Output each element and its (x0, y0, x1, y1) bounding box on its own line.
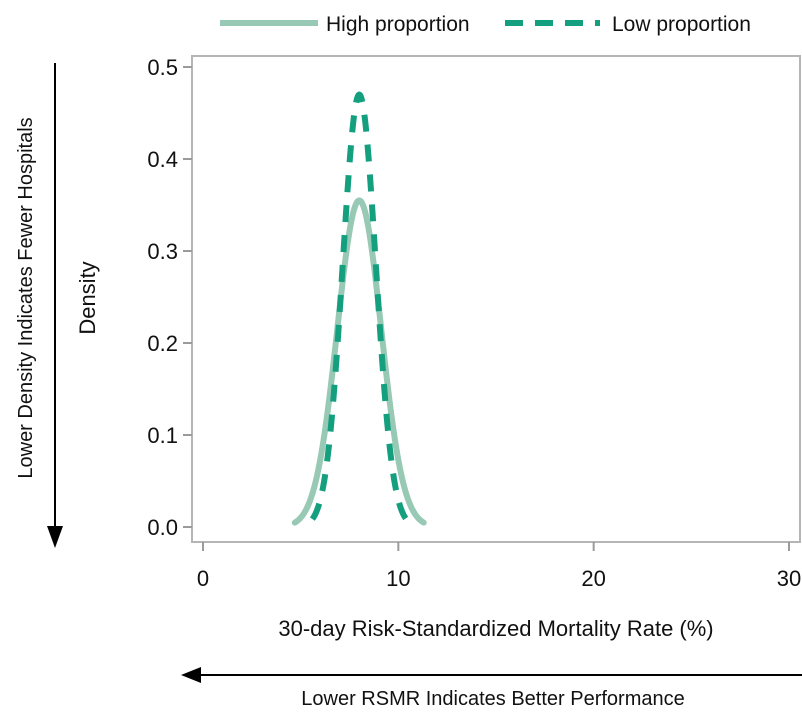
y-tick-label: 0.0 (147, 515, 178, 540)
x-annotation-label: Lower RSMR Indicates Better Performance (301, 688, 685, 710)
x-axis-title: 30-day Risk-Standardized Mortality Rate … (278, 616, 713, 641)
left-arrow-icon (181, 667, 201, 683)
x-axis: 0 10 20 30 (197, 542, 801, 591)
down-arrow-icon (47, 526, 63, 548)
legend: High proportion Low proportion (220, 13, 751, 36)
x-tick-label: 20 (581, 566, 605, 591)
x-annotation: Lower RSMR Indicates Better Performance (181, 667, 802, 710)
y-tick-label: 0.3 (147, 239, 178, 264)
y-axis: 0.0 0.1 0.2 0.3 0.4 0.5 (147, 55, 192, 540)
y-tick-label: 0.5 (147, 55, 178, 80)
plot-area-frame (191, 55, 801, 543)
y-tick-label: 0.2 (147, 331, 178, 356)
x-tick-label: 30 (777, 566, 801, 591)
y-annotation: Lower Density Indicates Fewer Hospitals (15, 63, 63, 548)
series-group (291, 91, 427, 526)
y-tick-label: 0.1 (147, 423, 178, 448)
y-tick-label: 0.4 (147, 147, 178, 172)
series-line-high-proportion (291, 197, 427, 526)
legend-label-low-proportion: Low proportion (612, 13, 751, 36)
y-annotation-label: Lower Density Indicates Fewer Hospitals (15, 117, 37, 478)
x-tick-label: 0 (197, 566, 209, 591)
series-line-low-proportion (309, 91, 409, 521)
y-axis-title: Density (75, 261, 100, 334)
x-tick-label: 10 (386, 566, 410, 591)
legend-label-high-proportion: High proportion (326, 13, 470, 36)
